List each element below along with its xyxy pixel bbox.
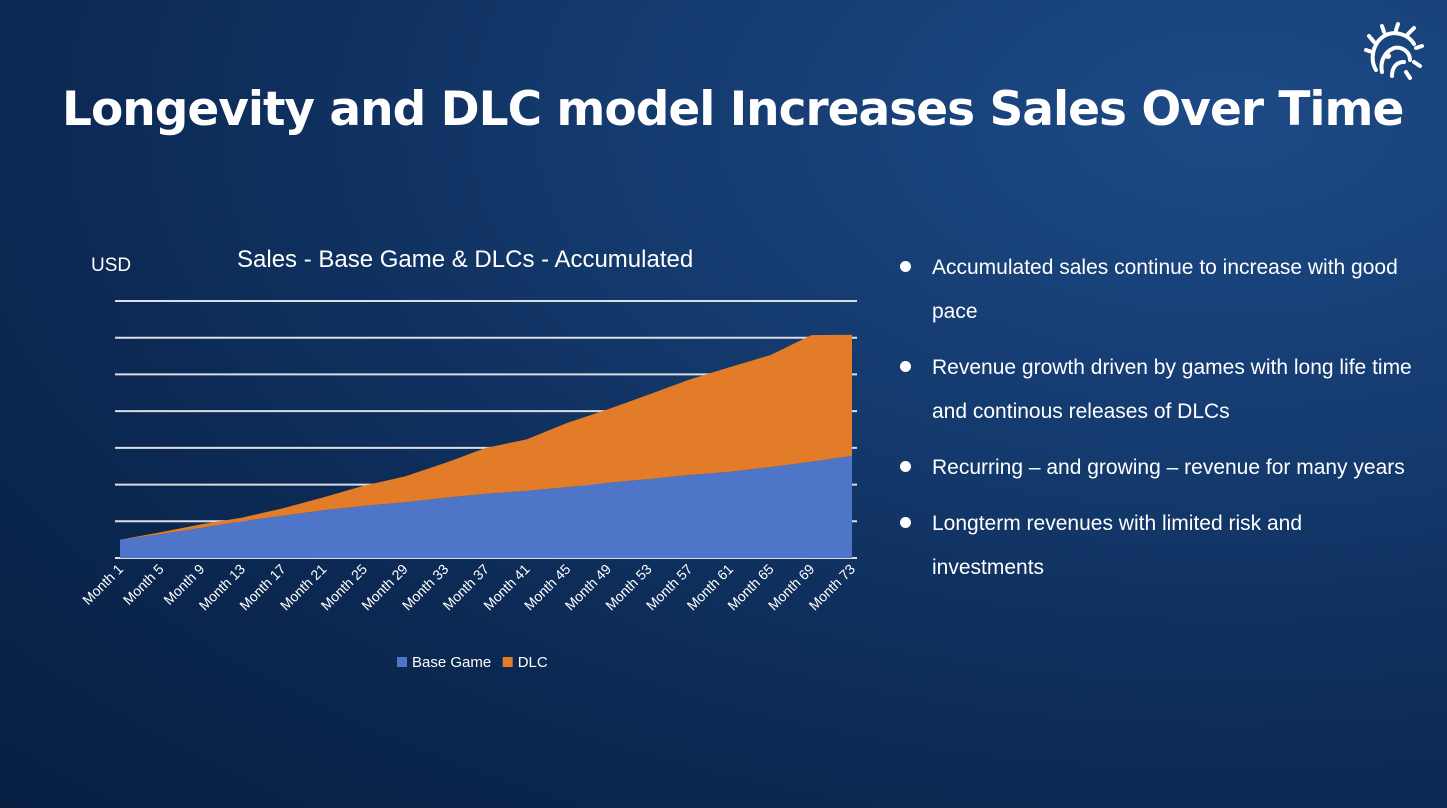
bullet-item: Revenue growth driven by games with long… [898, 346, 1418, 434]
bullet-text: Accumulated sales continue to increase w… [932, 256, 1398, 323]
bullet-dot-icon [900, 361, 911, 372]
bullet-item: Accumulated sales continue to increase w… [898, 246, 1418, 334]
x-tick-label: Month 1 [79, 561, 126, 608]
area-dlc [120, 334, 852, 540]
bullet-dot-icon [900, 517, 911, 528]
legend-label: Base Game [412, 654, 491, 671]
legend-swatch [502, 657, 513, 667]
sales-chart: USD Sales - Base Game & DLCs - Accumulat… [60, 230, 880, 700]
area-base-game [120, 455, 852, 558]
legend-swatch [397, 657, 407, 667]
slide-title: Longevity and DLC model Increases Sales … [62, 82, 1404, 137]
bullet-text: Longterm revenues with limited risk and … [932, 512, 1303, 579]
y-axis-label: USD [91, 255, 131, 276]
chart-areas [120, 334, 852, 558]
bullet-item: Longterm revenues with limited risk and … [898, 502, 1418, 590]
bullet-item: Recurring – and growing – revenue for ma… [898, 446, 1418, 490]
bullet-dot-icon [900, 261, 911, 272]
sales-area-chart: USD Sales - Base Game & DLCs - Accumulat… [79, 246, 858, 671]
legend-label: DLC [518, 654, 548, 671]
paradox-logo-icon [1364, 22, 1424, 80]
bullet-text: Recurring – and growing – revenue for ma… [932, 456, 1405, 479]
chart-title: Sales - Base Game & DLCs - Accumulated [237, 246, 693, 273]
bullet-list: Accumulated sales continue to increase w… [898, 246, 1418, 602]
x-tick-label: Month 5 [120, 561, 167, 608]
bullet-text: Revenue growth driven by games with long… [932, 356, 1412, 423]
bullet-dot-icon [900, 461, 911, 472]
chart-legend: Base Game DLC [397, 654, 548, 671]
